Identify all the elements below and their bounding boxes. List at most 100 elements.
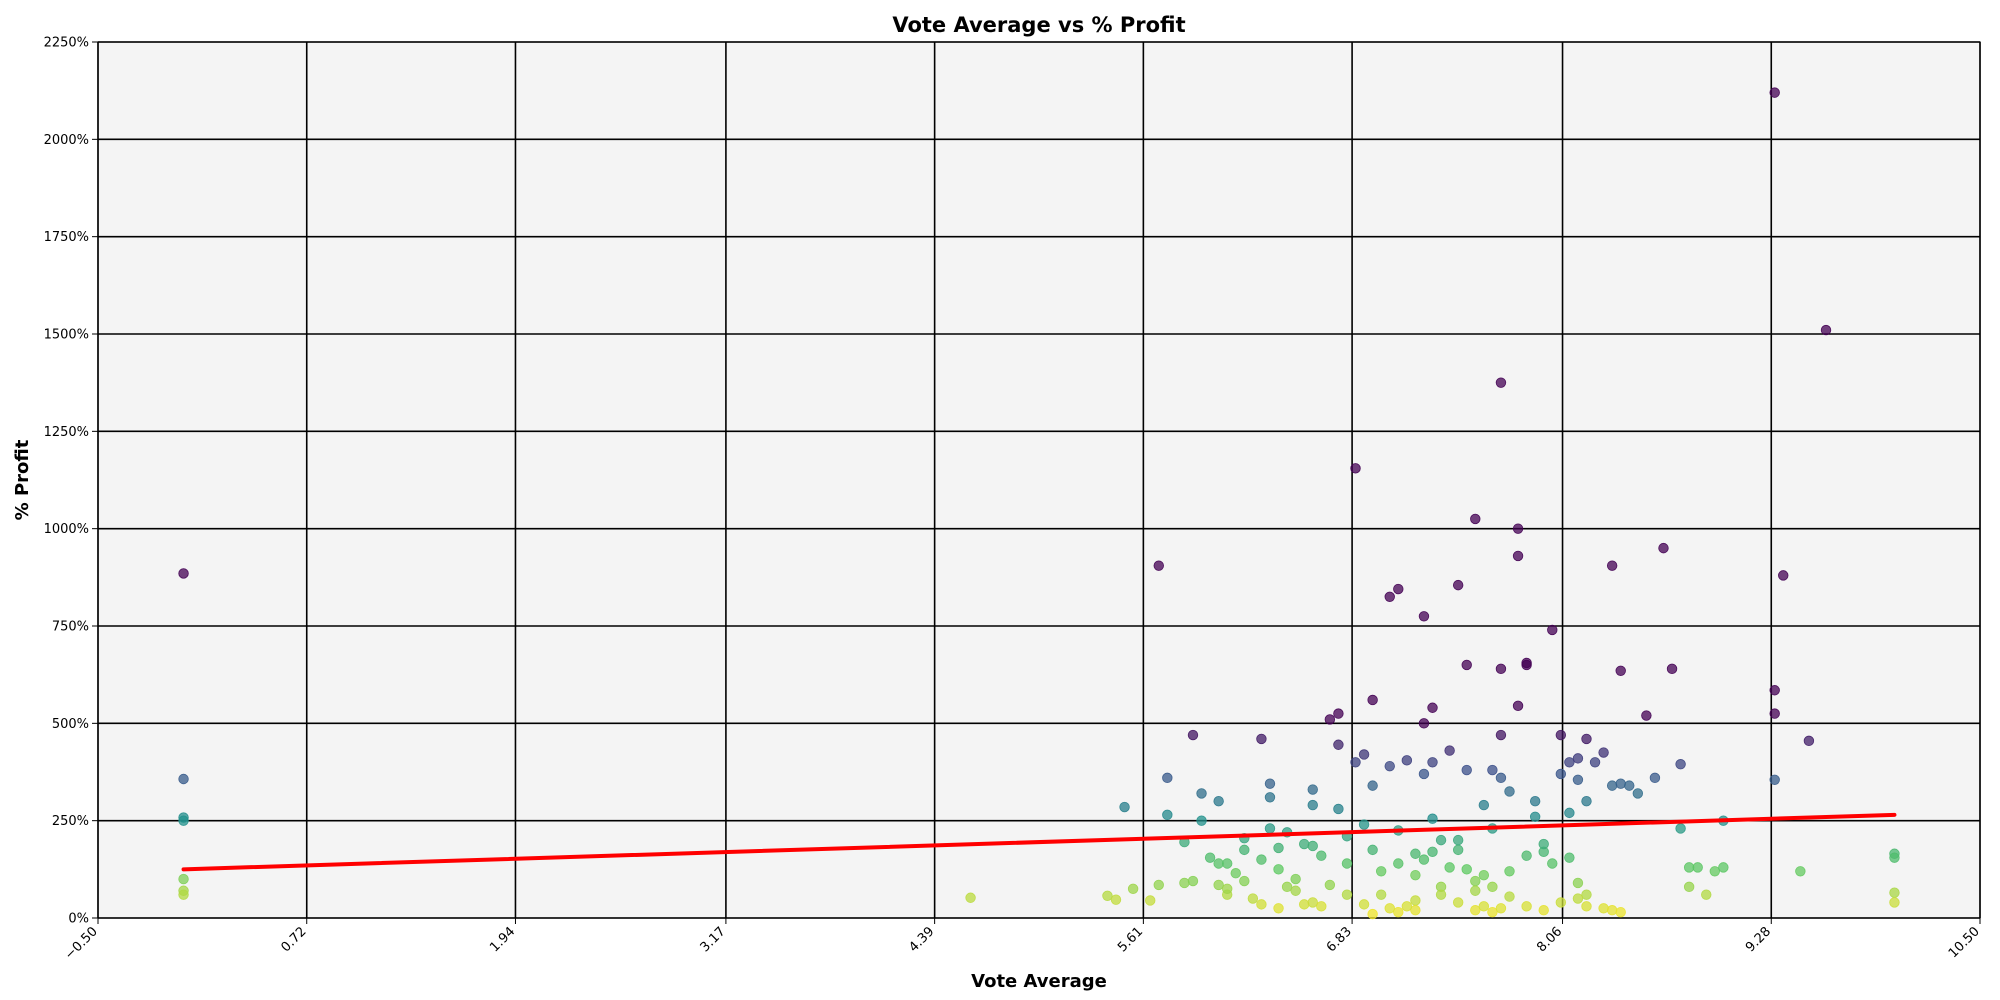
data-point [1692, 862, 1703, 873]
data-point [1324, 879, 1336, 891]
y-tick-label: 1250% [44, 425, 89, 440]
trend-line-group [181, 812, 1897, 872]
data-point [1606, 560, 1618, 571]
data-point [1384, 591, 1395, 603]
data-point [1632, 788, 1644, 799]
data-point [1889, 887, 1900, 898]
data-point [1375, 866, 1387, 877]
data-point [1606, 780, 1618, 791]
data-point [1230, 868, 1241, 879]
data-point [1452, 834, 1464, 846]
data-point [1281, 881, 1293, 893]
data-point [1162, 772, 1173, 784]
y-tick-label: 2250% [44, 36, 89, 51]
y-tick-label: 750% [52, 620, 89, 635]
x-axis-label: Vote Average [971, 971, 1107, 992]
data-point [1418, 611, 1430, 622]
data-point [1333, 803, 1344, 815]
data-point [1478, 901, 1490, 912]
data-point [1127, 883, 1139, 895]
data-point [1803, 735, 1815, 747]
data-point [1221, 883, 1233, 895]
data-point [1153, 879, 1164, 891]
data-point [1521, 657, 1532, 669]
data-point [1615, 665, 1626, 676]
data-point [1307, 840, 1318, 852]
data-point [1683, 881, 1695, 893]
data-point [1461, 764, 1472, 776]
data-point [1675, 823, 1686, 834]
data-point [1367, 694, 1378, 706]
data-point [1410, 895, 1421, 906]
data-point [1221, 858, 1233, 869]
data-point [1196, 815, 1207, 826]
data-point [1478, 869, 1490, 881]
data-point [1529, 811, 1541, 822]
data-point [1504, 891, 1515, 902]
data-point [1769, 774, 1780, 785]
data-point [1615, 906, 1626, 918]
data-point [1487, 906, 1498, 918]
chart-title: Vote Average vs % Profit [892, 13, 1185, 37]
data-point [1264, 792, 1276, 803]
data-point [1572, 774, 1584, 785]
data-point [1615, 778, 1626, 789]
data-point [1256, 854, 1267, 865]
data-point [1461, 864, 1472, 875]
data-point [1564, 852, 1575, 863]
data-point [1820, 324, 1832, 336]
data-point [1307, 784, 1318, 795]
y-tick-label: 1000% [44, 522, 89, 537]
data-point [1452, 844, 1464, 856]
data-point [1384, 903, 1395, 914]
data-point [1555, 897, 1567, 908]
data-point [1521, 850, 1532, 861]
data-point [1435, 889, 1447, 900]
data-point [1333, 708, 1344, 719]
data-point [1290, 885, 1301, 896]
y-tick-label: 2000% [44, 133, 89, 148]
data-point [1769, 87, 1780, 98]
data-point [1341, 858, 1353, 869]
data-point [1598, 747, 1609, 758]
data-point [1358, 749, 1370, 760]
data-point [1196, 788, 1207, 799]
data-point [1367, 844, 1378, 856]
data-point [1307, 799, 1318, 811]
data-point [1102, 890, 1113, 902]
data-point [1145, 895, 1156, 906]
data-point [1187, 875, 1199, 887]
data-point [965, 892, 976, 903]
data-point [1581, 733, 1592, 745]
data-point [1538, 905, 1549, 916]
data-point [1427, 757, 1438, 768]
data-point [178, 815, 189, 826]
data-point [1435, 834, 1447, 846]
data-point [1213, 879, 1224, 891]
data-point [1547, 858, 1558, 869]
data-points [178, 87, 1900, 920]
data-point [1239, 875, 1250, 887]
data-point [1401, 901, 1413, 912]
data-point [1521, 901, 1532, 912]
data-point [1769, 685, 1780, 696]
data-point [1358, 899, 1370, 910]
data-point [1307, 897, 1318, 908]
data-point [1452, 579, 1464, 591]
data-point [1795, 866, 1806, 877]
data-point [1572, 893, 1584, 904]
data-point [1701, 889, 1712, 900]
data-point [1256, 733, 1267, 745]
data-point [1375, 889, 1387, 900]
data-point [1666, 663, 1678, 675]
data-point [1153, 560, 1164, 571]
data-point [1298, 899, 1310, 910]
data-point [1444, 745, 1455, 756]
data-point [1367, 780, 1378, 791]
data-point [1778, 570, 1789, 581]
data-point [1264, 823, 1276, 834]
data-point [1324, 714, 1336, 725]
data-point [1512, 550, 1524, 562]
data-point [1247, 893, 1259, 904]
